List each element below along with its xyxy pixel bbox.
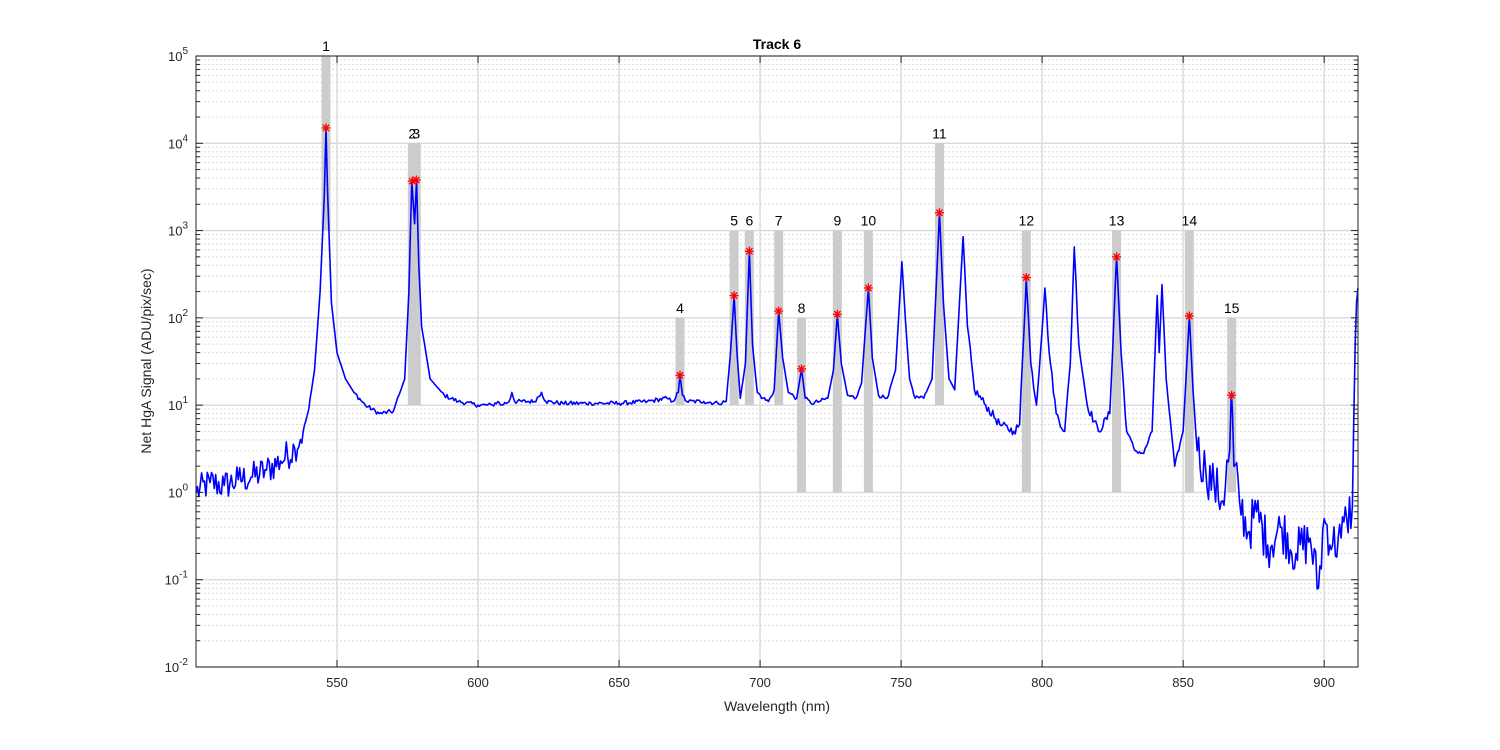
peak-label: 2	[408, 125, 416, 141]
peak-label: 13	[1109, 213, 1125, 229]
peak-band	[1184, 230, 1194, 493]
x-tick-label: 700	[749, 675, 771, 690]
peak-band	[675, 317, 685, 406]
y-tick-label: 10-1	[165, 570, 189, 588]
signal-line	[195, 127, 1359, 590]
peak-marker	[1112, 252, 1122, 262]
peak-label: 8	[798, 300, 806, 316]
peak-band	[744, 230, 754, 406]
peak-marker	[797, 364, 807, 374]
y-axis-label: Net HgA Signal (ADU/pix/sec)	[138, 268, 154, 453]
y-tick-label: 103	[168, 221, 188, 239]
peak-marker	[863, 283, 873, 293]
peak-markers	[321, 123, 1237, 400]
y-tick-label: 105	[168, 46, 188, 64]
y-tick-label: 104	[168, 133, 188, 151]
peak-label: 5	[730, 213, 738, 229]
peak-band	[1021, 230, 1031, 493]
peak-label: 14	[1182, 213, 1198, 229]
peak-marker	[744, 246, 754, 256]
x-tick-label: 550	[326, 675, 348, 690]
peak-marker	[729, 291, 739, 301]
peak-marker	[832, 309, 842, 319]
peak-label: 3	[412, 125, 420, 141]
y-tick-label: 100	[168, 482, 188, 500]
peak-marker	[675, 370, 685, 380]
x-axis-label: Wavelength (nm)	[724, 698, 830, 714]
peak-marker	[774, 306, 784, 316]
chart-title: Track 6	[753, 36, 801, 52]
x-tick-label: 650	[608, 675, 630, 690]
y-tick-label: 101	[168, 395, 188, 413]
y-tick-label: 10-2	[165, 657, 189, 675]
peak-marker	[321, 123, 331, 133]
peak-band	[832, 230, 842, 493]
peak-band	[797, 317, 807, 493]
peak-label: 4	[676, 300, 684, 316]
peak-band	[1112, 230, 1122, 493]
peak-label: 10	[861, 213, 877, 229]
x-tick-labels: 550 600 650 700 750 800 850 900	[326, 675, 1335, 690]
peak-marker	[1021, 272, 1031, 282]
y-tick-label: 102	[168, 308, 188, 326]
x-tick-label: 850	[1172, 675, 1194, 690]
series-layer	[195, 127, 1359, 590]
peak-label: 1	[322, 38, 330, 54]
peak-label: 15	[1224, 300, 1240, 316]
peak-label: 11	[932, 125, 947, 141]
x-tick-label: 900	[1313, 675, 1335, 690]
peak-marker	[411, 175, 421, 185]
peak-band	[411, 143, 421, 406]
ticks	[196, 55, 1358, 668]
peak-band	[863, 230, 873, 493]
peak-label: 12	[1019, 213, 1035, 229]
peak-label: 6	[745, 213, 753, 229]
peak-marker	[934, 208, 944, 218]
axes-box	[195, 55, 1359, 668]
x-tick-label: 750	[890, 675, 912, 690]
peak-label: 9	[833, 213, 841, 229]
peak-marker	[1227, 390, 1237, 400]
x-tick-label: 800	[1031, 675, 1053, 690]
peak-marker	[1184, 311, 1194, 321]
y-tick-labels: 10-2 10-1 100 101 102 103 104 105	[165, 46, 189, 675]
x-tick-label: 600	[467, 675, 489, 690]
peak-label: 7	[775, 213, 783, 229]
peak-band	[729, 230, 739, 406]
peak-band	[934, 143, 944, 406]
